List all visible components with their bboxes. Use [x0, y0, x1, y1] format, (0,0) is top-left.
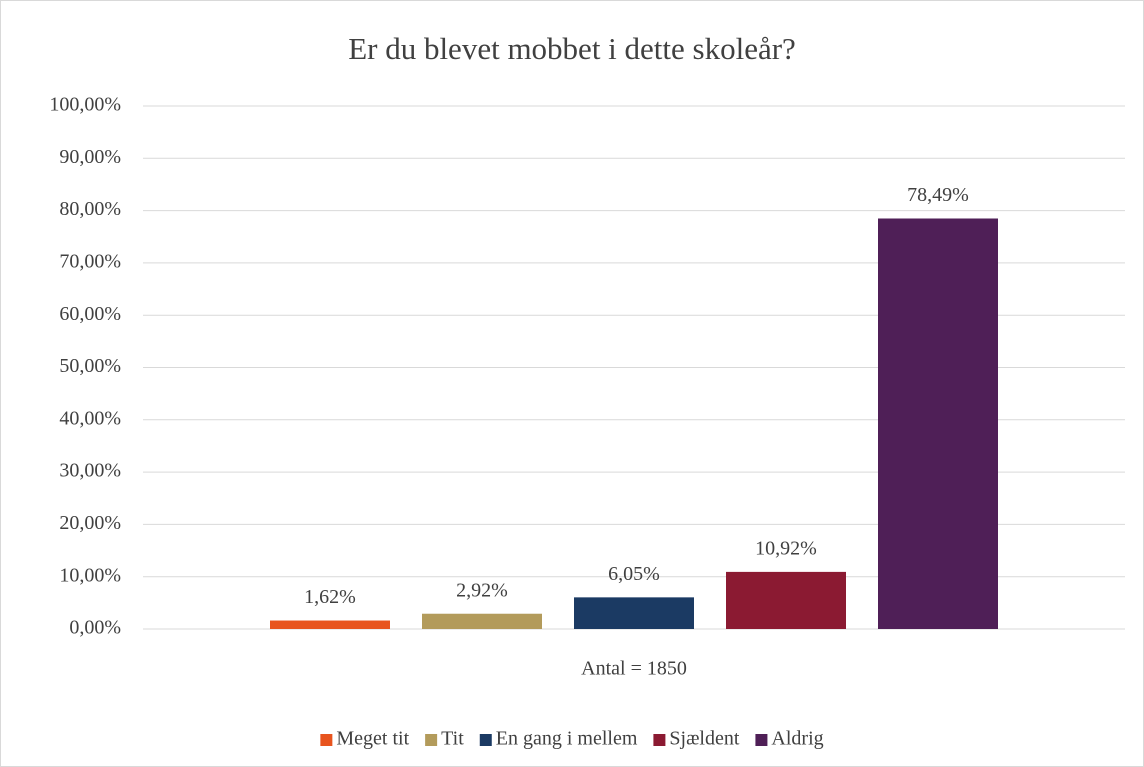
- legend-label: Sjældent: [669, 728, 739, 750]
- legend-swatch: [479, 734, 492, 746]
- data-label: 2,92%: [456, 579, 508, 601]
- x-tick-label: Antal = 1850: [581, 658, 687, 680]
- y-tick-label: 80,00%: [59, 198, 121, 220]
- bar: [878, 218, 998, 629]
- legend-swatch: [425, 734, 438, 746]
- bar: [574, 597, 694, 629]
- data-label: 1,62%: [304, 586, 356, 608]
- y-tick-label: 100,00%: [49, 94, 121, 116]
- y-tick-label: 30,00%: [59, 460, 121, 482]
- legend-swatch: [755, 734, 768, 746]
- y-tick-label: 40,00%: [59, 407, 121, 429]
- y-tick-label: 10,00%: [59, 564, 121, 586]
- y-tick-label: 90,00%: [59, 146, 121, 168]
- legend-label: Tit: [441, 728, 464, 750]
- data-label: 78,49%: [907, 184, 969, 206]
- bar: [270, 620, 390, 629]
- y-tick-label: 70,00%: [59, 250, 121, 272]
- legend-swatch: [320, 734, 333, 746]
- legend-label: En gang i mellem: [496, 728, 638, 750]
- y-tick-label: 0,00%: [69, 617, 121, 639]
- chart-title: Er du blevet mobbet i dette skoleår?: [348, 31, 796, 66]
- bar: [422, 613, 542, 629]
- legend-label: Meget tit: [336, 728, 409, 750]
- data-label: 10,92%: [755, 537, 817, 559]
- y-tick-label: 50,00%: [59, 355, 121, 377]
- legend-label: Aldrig: [771, 728, 823, 750]
- legend-swatch: [653, 734, 666, 746]
- y-tick-label: 20,00%: [59, 512, 121, 534]
- y-tick-label: 60,00%: [59, 303, 121, 325]
- data-label: 6,05%: [608, 563, 660, 585]
- bar: [726, 571, 846, 629]
